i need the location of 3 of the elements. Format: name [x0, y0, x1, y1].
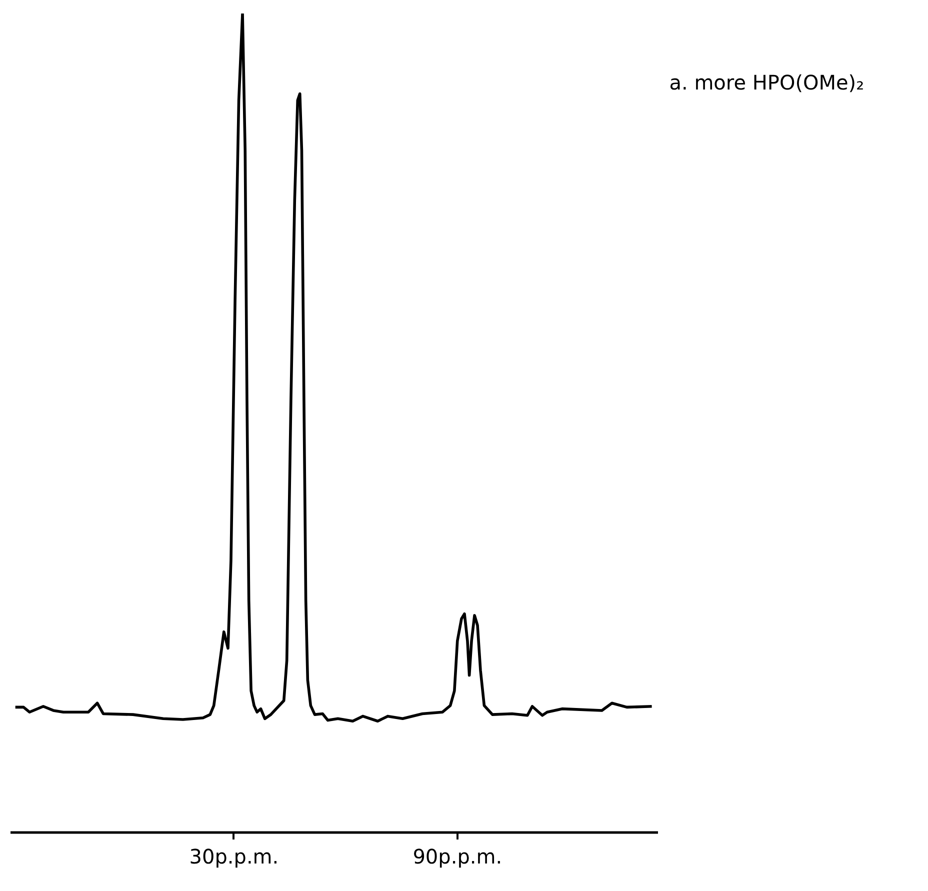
x-tick-label: 90p.p.m.: [412, 844, 502, 868]
x-tick-label: 30p.p.m.: [189, 844, 279, 868]
text: a. more HPO(OMe)₂: [669, 70, 864, 94]
